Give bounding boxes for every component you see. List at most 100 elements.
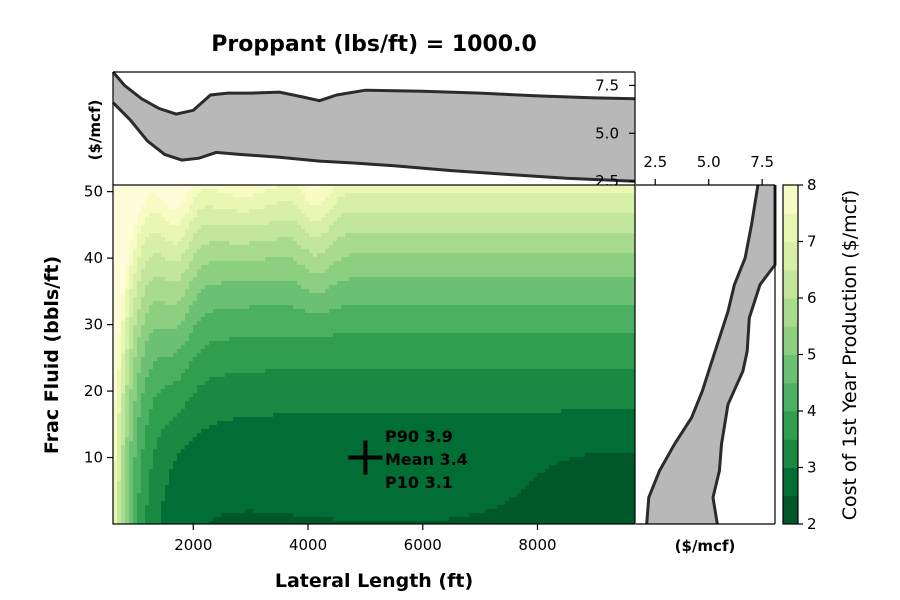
contour-cell — [209, 493, 214, 498]
contour-cell — [149, 473, 154, 478]
contour-cell — [241, 409, 246, 414]
contour-cell — [165, 413, 170, 418]
contour-cell — [161, 197, 166, 202]
contour-cell — [281, 193, 286, 198]
contour-cell — [217, 293, 222, 298]
contour-cell — [277, 461, 282, 466]
contour-cell — [221, 361, 226, 366]
contour-cell — [137, 413, 142, 418]
contour-cell — [301, 401, 306, 406]
contour-cell — [121, 189, 126, 194]
contour-cell — [153, 365, 158, 370]
contour-cell — [281, 329, 286, 334]
contour-cell — [201, 421, 206, 426]
contour-cell — [137, 401, 142, 406]
contour-cell — [273, 357, 278, 362]
contour-cell — [261, 269, 266, 274]
contour-cell — [309, 241, 314, 246]
contour-cell — [301, 281, 306, 286]
contour-cell — [157, 329, 162, 334]
contour-cell — [269, 501, 274, 506]
contour-cell — [273, 229, 278, 234]
contour-cell — [113, 505, 118, 510]
contour-cell — [225, 413, 230, 418]
contour-cell — [217, 193, 222, 198]
contour-cell — [185, 469, 190, 474]
contour-cell — [113, 361, 118, 366]
contour-cell — [149, 313, 154, 318]
contour-cell — [317, 473, 322, 478]
contour-cell — [133, 329, 138, 334]
contour-cell — [329, 285, 334, 290]
contour-cell — [173, 521, 178, 524]
contour-cell — [249, 485, 254, 490]
contour-cell — [141, 237, 146, 242]
contour-cell — [341, 313, 346, 318]
contour-cell — [185, 285, 190, 290]
contour-cell — [337, 477, 342, 482]
contour-cell — [145, 297, 150, 302]
top-marginal-plot: 2.55.07.5 ($/mcf) — [86, 71, 636, 190]
contour-cell — [277, 265, 282, 270]
contour-cell — [297, 289, 302, 294]
contour-cell — [337, 433, 342, 438]
contour-cell — [253, 245, 258, 250]
contour-cell — [221, 505, 226, 510]
contour-cell — [313, 481, 318, 486]
contour-cell — [265, 437, 270, 442]
contour-cell — [153, 313, 158, 318]
contour-cell — [205, 449, 210, 454]
contour-cell — [245, 473, 250, 478]
contour-cell — [329, 441, 334, 446]
contour-cell — [221, 197, 226, 202]
contour-cell — [149, 349, 154, 354]
contour-cell — [133, 397, 138, 402]
contour-cell — [213, 229, 218, 234]
contour-cell — [157, 265, 162, 270]
contour-cell — [177, 489, 182, 494]
contour-cell — [137, 381, 142, 386]
contour-cell — [205, 289, 210, 294]
contour-cell — [121, 349, 126, 354]
contour-cell — [261, 493, 266, 498]
contour-cell — [213, 185, 218, 190]
contour-cell — [245, 197, 250, 202]
contour-cell — [229, 205, 234, 210]
contour-cell — [333, 413, 338, 418]
contour-cell — [189, 425, 194, 430]
contour-cell — [189, 461, 194, 466]
contour-cell — [161, 401, 166, 406]
contour-cell — [305, 273, 310, 278]
contour-cell — [325, 473, 330, 478]
contour-cell — [161, 361, 166, 366]
contour-cell — [237, 509, 242, 514]
contour-cell — [185, 377, 190, 382]
contour-cell — [261, 477, 266, 482]
contour-cell — [293, 441, 298, 446]
contour-cell — [133, 273, 138, 278]
contour-cell — [125, 313, 130, 318]
contour-cell — [229, 313, 234, 318]
contour-cell — [221, 233, 226, 238]
contour-cell — [197, 501, 202, 506]
contour-cell — [153, 449, 158, 454]
contour-cell — [157, 397, 162, 402]
contour-cell — [285, 393, 290, 398]
contour-cell — [113, 421, 118, 426]
contour-cell — [145, 217, 150, 222]
contour-cell — [317, 437, 322, 442]
contour-cell — [193, 329, 198, 334]
contour-cell — [233, 229, 238, 234]
contour-cell — [205, 301, 210, 306]
contour-cell — [277, 401, 282, 406]
contour-cell — [249, 477, 254, 482]
contour-cell — [205, 297, 210, 302]
contour-cell — [229, 225, 234, 230]
contour-cell — [229, 189, 234, 194]
contour-cell — [297, 201, 302, 206]
contour-cell — [165, 197, 170, 202]
contour-cell — [237, 245, 242, 250]
contour-cell — [329, 369, 334, 374]
contour-cell — [113, 233, 118, 238]
contour-cell — [337, 325, 342, 330]
